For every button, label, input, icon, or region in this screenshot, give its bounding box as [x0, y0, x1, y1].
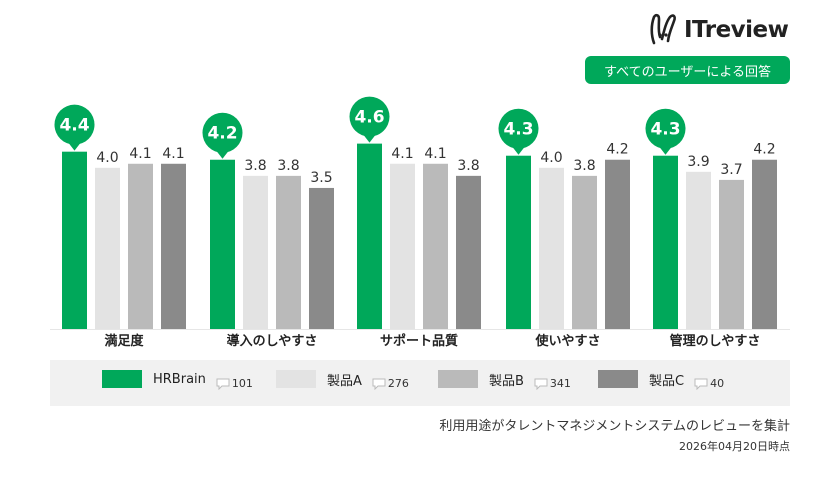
bar-product-c [605, 159, 630, 329]
itreview-logo: ITreview [648, 12, 789, 48]
data-label: 4.0 [96, 150, 118, 166]
legend-item: 製品A 276 [276, 369, 409, 390]
category-label: 満足度 [104, 333, 144, 349]
review-count-value: 40 [710, 376, 725, 390]
data-label: 4.1 [424, 146, 446, 162]
data-label: 4.2 [753, 142, 775, 158]
review-count-value: 276 [387, 376, 409, 390]
highlight-bubble [498, 108, 539, 149]
review-count-value: 101 [231, 376, 253, 390]
bar-hrbrain [357, 143, 382, 329]
highlight-bubble [645, 108, 686, 149]
data-label: 4.1 [391, 146, 413, 162]
data-label-hrbrain: 4.3 [503, 120, 533, 140]
bar-product-a [390, 163, 415, 329]
speech-bubble-icon [534, 378, 548, 390]
category-label: 管理のしやすさ [670, 333, 761, 349]
data-label: 3.8 [573, 158, 595, 174]
data-label-hrbrain: 4.4 [59, 116, 89, 136]
data-label: 3.7 [720, 162, 742, 178]
bar-product-c [161, 163, 186, 329]
bar-product-b [276, 175, 301, 329]
data-label-hrbrain: 4.6 [354, 108, 384, 128]
data-label: 3.8 [457, 158, 479, 174]
legend-label: HRBrain [153, 371, 206, 387]
data-label-hrbrain: 4.3 [650, 120, 680, 140]
data-label: 4.0 [540, 150, 562, 166]
bar-product-a [95, 167, 120, 329]
review-count: 40 [694, 377, 724, 390]
legend-swatch [598, 370, 638, 388]
bar-product-c [752, 159, 777, 329]
legend-swatch [438, 370, 478, 388]
data-label: 3.5 [310, 170, 332, 186]
data-label-hrbrain: 4.2 [207, 124, 237, 144]
category-label: 導入のしやすさ [227, 333, 318, 349]
category-label: サポート品質 [380, 333, 458, 349]
highlight-bubble [54, 104, 95, 145]
bar-product-a [539, 167, 564, 329]
legend-label: 製品B [489, 373, 524, 389]
legend-item: 製品C 40 [598, 369, 724, 390]
scope-badge: すべてのユーザーによる回答 [585, 56, 790, 84]
data-label: 4.2 [606, 142, 628, 158]
data-label: 3.8 [277, 158, 299, 174]
logo-text: ITreview [684, 17, 789, 43]
speech-bubble-icon [694, 378, 708, 390]
legend-swatch [276, 370, 316, 388]
legend-label: 製品A [327, 373, 362, 389]
rabbit-ears-icon [650, 13, 676, 45]
data-label: 4.1 [129, 146, 151, 162]
bar-hrbrain [506, 155, 531, 329]
legend-swatch [102, 370, 142, 388]
bar-hrbrain [210, 159, 235, 329]
bar-product-b [572, 175, 597, 329]
speech-bubble-icon [216, 378, 230, 390]
bar-product-b [719, 179, 744, 329]
review-count-value: 341 [549, 376, 571, 390]
data-label: 4.1 [162, 146, 184, 162]
bar-product-a [686, 171, 711, 329]
speech-bubble-icon [372, 378, 386, 390]
rating-bar-chart: 4.4 4.0 4.1 4.1 満足度 4.2 3.8 3.8 3.5 導入のしやすさ 4.6 4.1… [50, 96, 790, 349]
review-count: 276 [372, 377, 409, 390]
legend-item: 製品B 341 [438, 369, 571, 390]
bar-product-b [423, 163, 448, 329]
review-count: 341 [534, 377, 571, 390]
category-label: 使いやすさ [534, 333, 600, 349]
legend-label: 製品C [649, 373, 685, 389]
data-label: 3.9 [687, 154, 709, 170]
bar-product-a [243, 175, 268, 329]
footer-date: 2026年04月20日時点 [679, 440, 790, 453]
bar-product-c [309, 187, 334, 329]
legend: HRBrain 101 製品A 276 製品B 341 製品C 40 [50, 360, 790, 406]
data-label: 3.8 [244, 158, 266, 174]
bar-hrbrain [62, 151, 87, 329]
bar-product-c [456, 175, 481, 329]
scope-badge-label: すべてのユーザーによる回答 [604, 64, 771, 80]
bar-hrbrain [653, 155, 678, 329]
footer-note: 利用用途がタレントマネジメントシステムのレビューを集計 [439, 419, 790, 434]
bar-product-b [128, 163, 153, 329]
review-count: 101 [216, 377, 253, 390]
highlight-bubble [349, 96, 390, 137]
highlight-bubble [202, 112, 243, 153]
legend-item: HRBrain 101 [102, 369, 253, 390]
